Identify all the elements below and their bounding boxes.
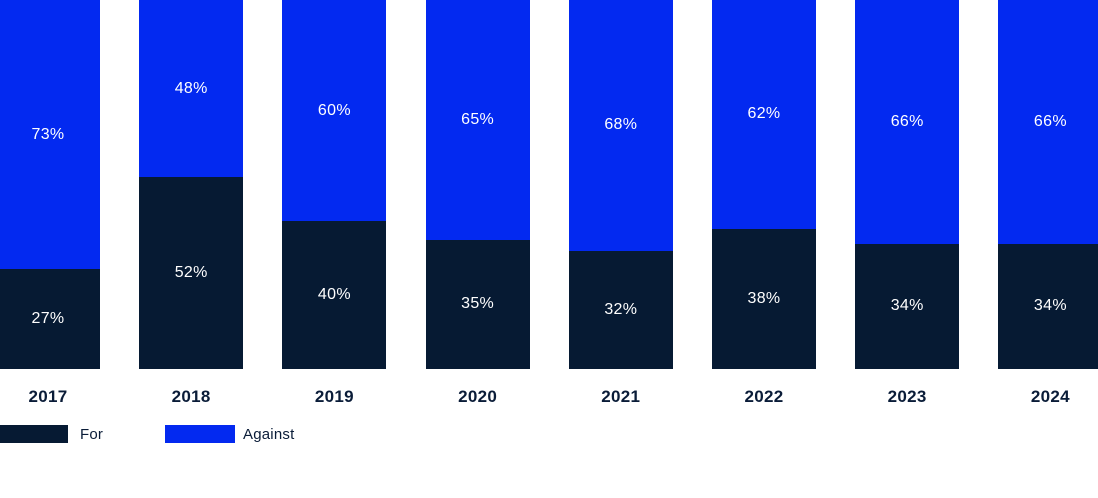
segment-against-2018: 48% <box>139 0 244 178</box>
segment-against-2020: 65% <box>425 0 530 240</box>
segment-value-label: 52% <box>174 264 208 282</box>
x-axis-label-2019: 2019 <box>314 387 354 406</box>
segment-against-2017: 73% <box>0 0 100 270</box>
bar-2018: 48% 52% <box>139 0 244 369</box>
segment-value-label: 34% <box>1033 297 1067 315</box>
segment-against-2022: 62% <box>712 0 816 229</box>
x-axis-label-2022: 2022 <box>744 387 784 406</box>
segment-for-2020: 35% <box>425 239 530 369</box>
segment-value-label: 66% <box>1033 112 1067 130</box>
segment-against-2023: 66% <box>855 0 960 244</box>
bar-2024: 66% 34% <box>998 0 1098 369</box>
plot-area: 73% 27% 48% 52% 60% 40% 65% 35% 68% 32% 62% 38% 66% 3… <box>0 0 1098 369</box>
bar-2023: 66% 34% <box>855 0 960 369</box>
x-axis-label-2020: 2020 <box>458 387 498 406</box>
bar-2022: 62% 38% <box>712 0 816 369</box>
segment-for-2018: 52% <box>139 177 244 369</box>
segment-value-label: 32% <box>604 300 638 318</box>
legend-label-for: For <box>80 425 104 443</box>
x-axis-label-2023: 2023 <box>887 387 927 406</box>
x-axis-labels: 2017 2018 2019 2020 2021 2022 2023 2024 <box>0 386 1098 408</box>
segment-value-label: 68% <box>604 116 638 134</box>
x-axis-label-2021: 2021 <box>601 387 641 406</box>
segment-value-label: 65% <box>461 110 495 128</box>
segment-for-2023: 34% <box>855 243 960 369</box>
legend-label-against: Against <box>243 425 295 443</box>
bar-2021: 68% 32% <box>568 0 673 369</box>
segment-for-2022: 38% <box>712 228 816 369</box>
segment-for-2021: 32% <box>568 250 673 369</box>
segment-for-2017: 27% <box>0 269 100 369</box>
segment-value-label: 73% <box>31 125 65 143</box>
x-axis-label-2024: 2024 <box>1030 387 1070 406</box>
legend-swatch-against <box>165 425 235 443</box>
bar-2020: 65% 35% <box>425 0 530 369</box>
segment-value-label: 66% <box>890 112 924 130</box>
x-axis-label-2017: 2017 <box>28 387 68 406</box>
segment-value-label: 34% <box>890 297 924 315</box>
legend-swatch-for <box>0 425 68 443</box>
segment-value-label: 27% <box>31 310 65 328</box>
segment-value-label: 62% <box>747 105 781 123</box>
x-axis-label-2018: 2018 <box>171 387 211 406</box>
segment-against-2024: 66% <box>998 0 1098 244</box>
segment-value-label: 60% <box>317 101 351 119</box>
segment-value-label: 38% <box>747 289 781 307</box>
bar-2017: 73% 27% <box>0 0 100 369</box>
segment-for-2024: 34% <box>998 243 1098 369</box>
segment-value-label: 48% <box>174 79 208 97</box>
segment-for-2019: 40% <box>282 221 387 369</box>
bar-2019: 60% 40% <box>282 0 387 369</box>
segment-against-2019: 60% <box>282 0 387 222</box>
legend: For Against <box>0 425 1098 443</box>
segment-value-label: 40% <box>317 286 351 304</box>
segment-value-label: 35% <box>461 295 495 313</box>
segment-against-2021: 68% <box>568 0 673 251</box>
